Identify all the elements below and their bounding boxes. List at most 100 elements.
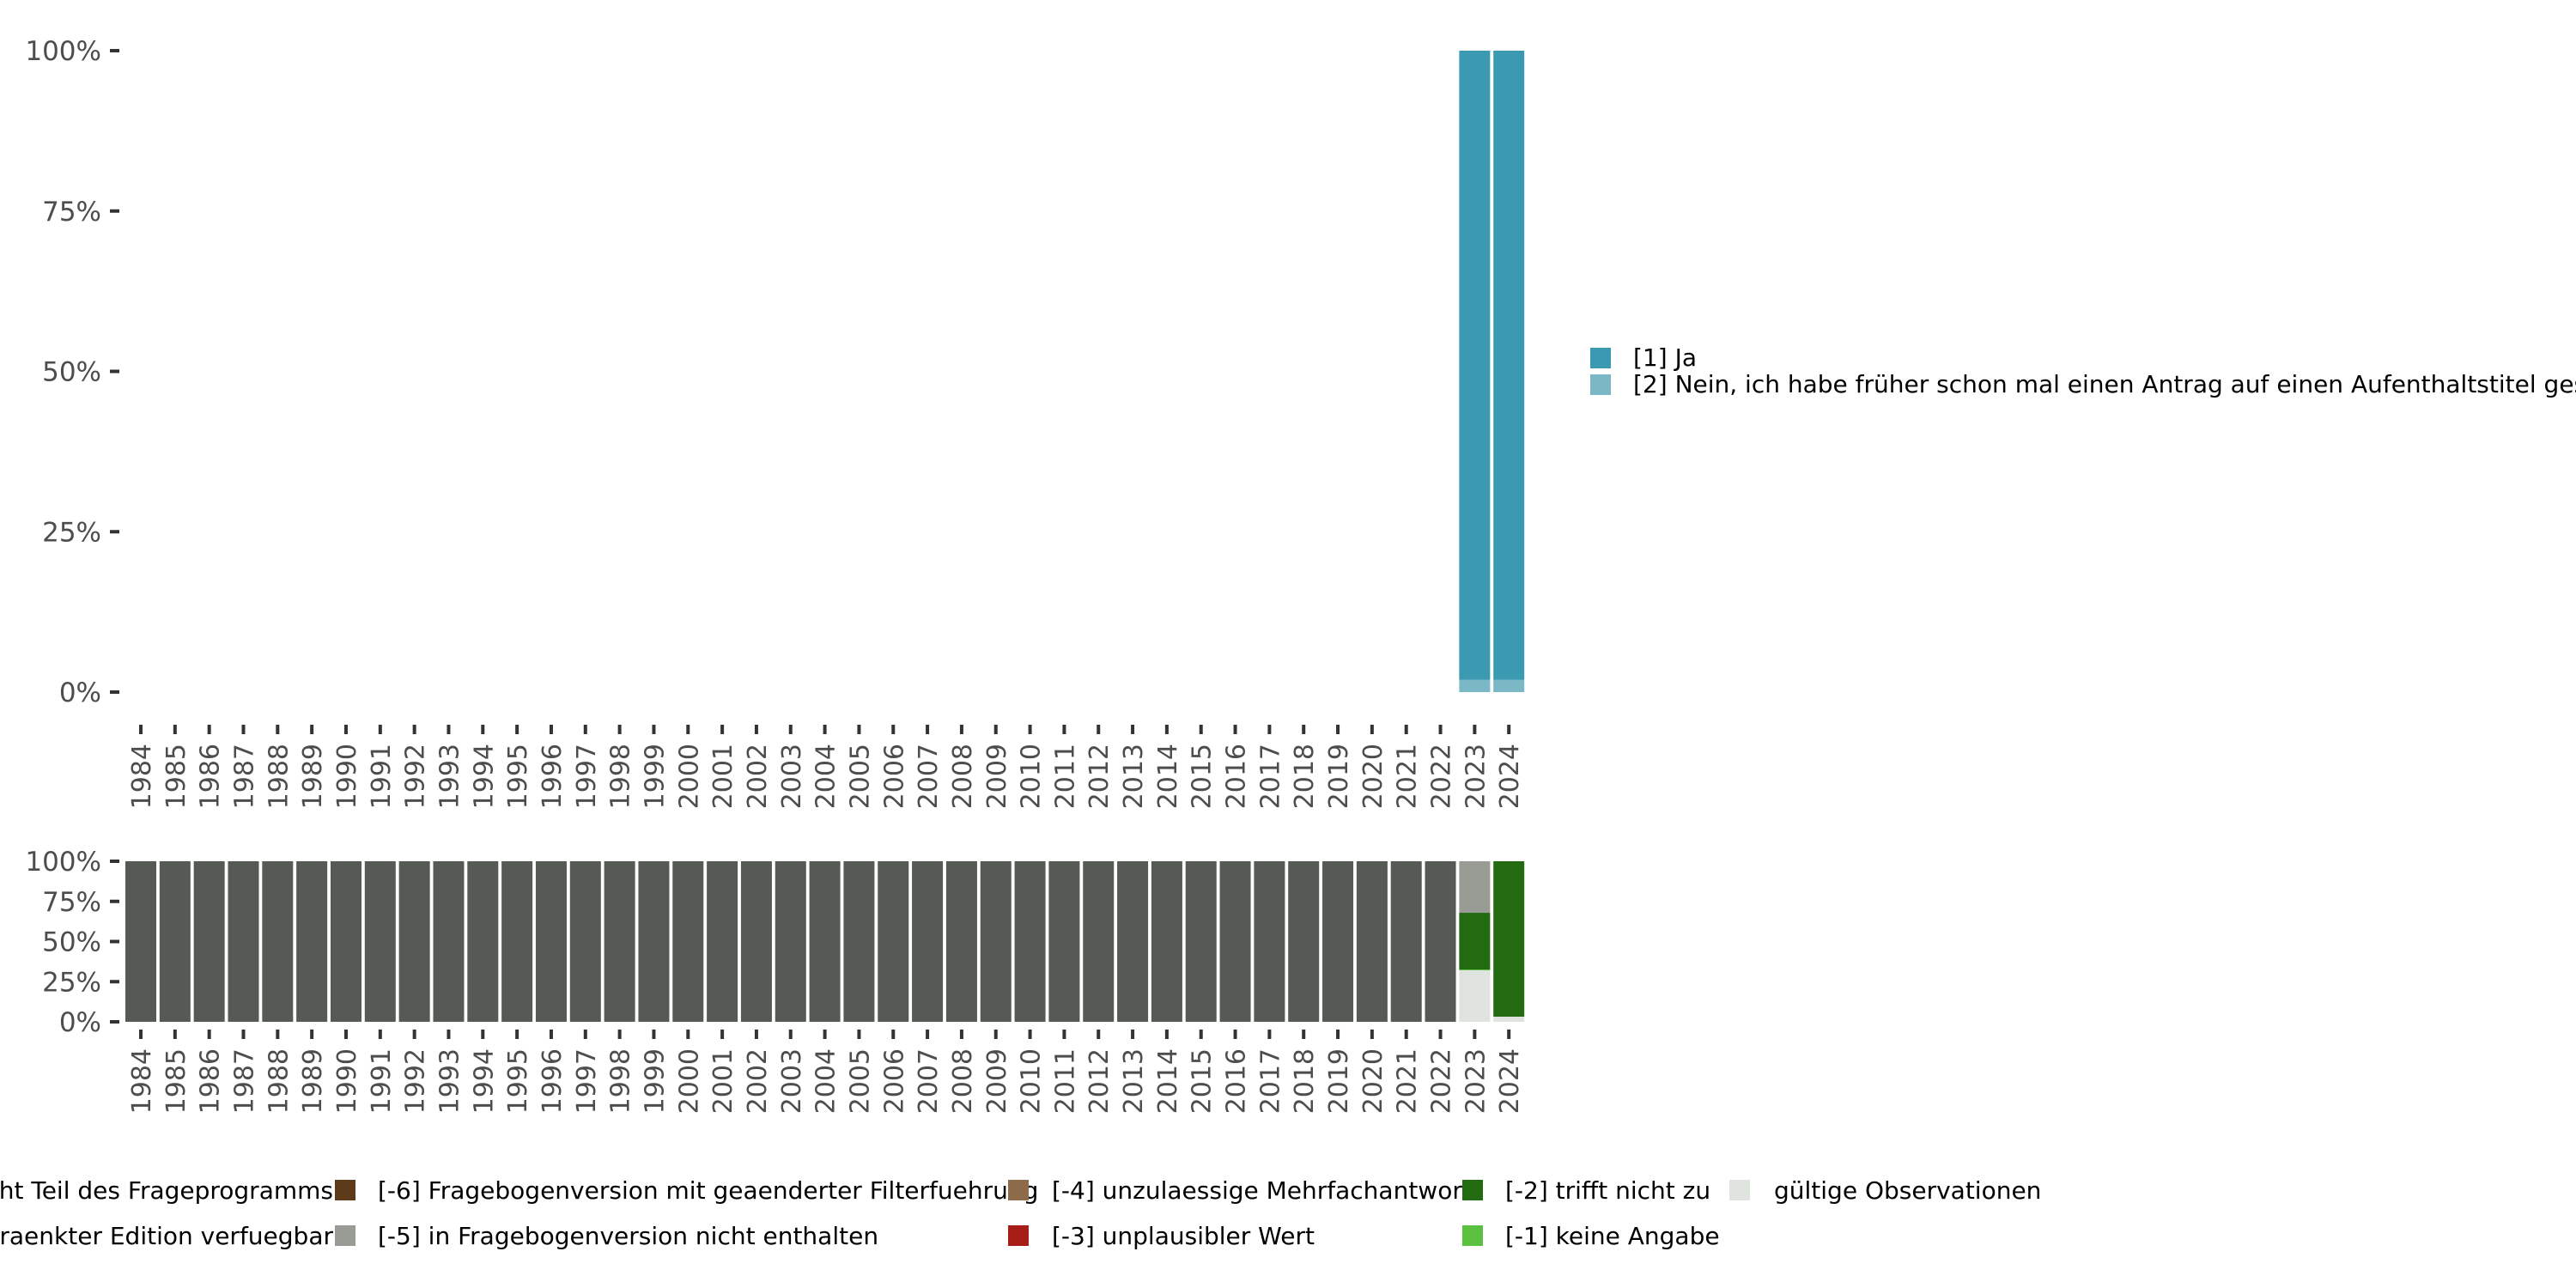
x-tick-label: 1993 — [434, 744, 465, 809]
bar-segment-2002 — [740, 861, 772, 1022]
x-tick-label: 2020 — [1358, 744, 1388, 809]
x-tick-label: 2023 — [1461, 744, 1491, 809]
x-tick-label: 1998 — [606, 1048, 636, 1114]
x-tick-label: 1990 — [332, 1048, 362, 1114]
x-tick-label: 1988 — [264, 1048, 294, 1114]
x-tick-label: 2012 — [1084, 744, 1115, 809]
bar-segment-2012 — [1083, 861, 1115, 1022]
x-tick-label: 2006 — [879, 1048, 909, 1114]
legend-key — [1008, 1225, 1029, 1246]
x-tick-label: 2023 — [1461, 1048, 1491, 1114]
bar-segment-2010 — [1014, 861, 1046, 1022]
x-tick-label: 2006 — [879, 744, 909, 809]
bar-segment-1992 — [398, 861, 430, 1022]
x-tick-label: 2001 — [708, 744, 738, 809]
bar-segment-1989 — [296, 861, 328, 1022]
x-tick-label: 2019 — [1324, 744, 1354, 809]
bar-segment-1991 — [364, 861, 396, 1022]
bar-segment-2023 — [1459, 679, 1491, 692]
x-tick-label: 2010 — [1017, 1048, 1047, 1114]
x-tick-label: 1995 — [503, 744, 533, 809]
x-tick-label: 1997 — [572, 744, 602, 809]
bar-segment-1995 — [501, 861, 533, 1022]
legend-key — [335, 1180, 355, 1200]
x-tick-label: 2000 — [674, 744, 704, 809]
y-tick-label: 0% — [59, 677, 101, 708]
x-tick-label: 1996 — [538, 1048, 568, 1114]
x-tick-label: 2009 — [982, 744, 1012, 809]
legend-key — [1590, 374, 1611, 395]
x-tick-label: 2014 — [1153, 744, 1183, 809]
bar-segment-1984 — [125, 861, 156, 1022]
bar-segment-2011 — [1048, 861, 1080, 1022]
x-tick-label: 2017 — [1255, 1048, 1285, 1114]
x-tick-label: 1987 — [229, 1048, 259, 1114]
legend-key — [1008, 1180, 1029, 1200]
bar-segment-2008 — [945, 861, 977, 1022]
bar-segment-1986 — [193, 861, 225, 1022]
bottom-panel: 0%25%50%75%100%1984 1985 1986 1987 1988 1989 1… — [25, 847, 1525, 1114]
bar-segment-2018 — [1288, 861, 1320, 1022]
legend-label: [-6] Fragebogenversion mit geaenderter F… — [378, 1176, 1038, 1205]
x-tick-label: 2005 — [845, 744, 875, 809]
bar-segment-1994 — [467, 861, 499, 1022]
legend-key — [1590, 348, 1611, 368]
y-tick-label: 100% — [25, 36, 101, 67]
x-tick-label: 2024 — [1495, 1048, 1525, 1114]
x-tick-label: 2011 — [1050, 1048, 1080, 1114]
x-tick-label: 1997 — [572, 1048, 602, 1114]
legend-label: [2] Nein, ich habe früher schon mal eine… — [1633, 370, 2576, 398]
x-tick-label: 2002 — [743, 1048, 773, 1114]
bar-segment-2023 — [1459, 913, 1491, 970]
x-tick-label: 2015 — [1188, 744, 1218, 809]
legend-label: [-4] unzulaessige Mehrfachantwort — [1052, 1176, 1472, 1205]
bar-segment-2022 — [1425, 861, 1456, 1022]
x-tick-label: 1989 — [298, 1048, 328, 1114]
bar-segment-2024 — [1493, 51, 1525, 680]
x-tick-label: 2011 — [1050, 744, 1080, 809]
x-tick-label: 2013 — [1119, 1048, 1149, 1114]
x-tick-label: 2004 — [811, 1048, 841, 1114]
x-tick-label: 2002 — [743, 744, 773, 809]
legend-label: [-8] Frage nicht Teil des Frageprogramms — [0, 1176, 333, 1205]
bar-segment-2020 — [1356, 861, 1388, 1022]
x-tick-label: 1986 — [196, 1048, 226, 1114]
y-tick-label: 25% — [42, 967, 101, 998]
x-tick-label: 2022 — [1427, 744, 1457, 809]
legend-key — [1729, 1180, 1750, 1200]
bar-segment-1988 — [262, 861, 294, 1022]
x-tick-label: 1992 — [401, 1048, 431, 1114]
legend-key — [335, 1225, 355, 1246]
x-tick-label: 2021 — [1393, 744, 1423, 809]
x-tick-label: 1996 — [538, 744, 568, 809]
x-tick-label: 1991 — [367, 1048, 397, 1114]
bar-segment-2016 — [1219, 861, 1251, 1022]
bar-segment-1999 — [638, 861, 670, 1022]
x-tick-label: 1999 — [640, 1048, 670, 1114]
x-tick-label: 2005 — [845, 1048, 875, 1114]
bar-segment-1987 — [228, 861, 259, 1022]
bar-segment-2001 — [707, 861, 738, 1022]
x-tick-label: 2016 — [1222, 1048, 1252, 1114]
x-tick-label: 1999 — [640, 744, 670, 809]
y-tick-label: 50% — [42, 927, 101, 958]
x-tick-label: 2016 — [1222, 744, 1252, 809]
bar-segment-1985 — [159, 861, 191, 1022]
legend-label: [-5] in Fragebogenversion nicht enthalte… — [378, 1222, 878, 1250]
legend-label: [-3] unplausibler Wert — [1052, 1222, 1315, 1250]
bar-segment-2007 — [912, 861, 944, 1022]
x-tick-label: 2014 — [1153, 1048, 1183, 1114]
x-tick-label: 1994 — [469, 1048, 499, 1114]
x-tick-label: 2021 — [1393, 1048, 1423, 1114]
x-tick-label: 1989 — [298, 744, 328, 809]
x-tick-label: 2020 — [1358, 1048, 1388, 1114]
x-tick-label: 1993 — [434, 1048, 465, 1114]
x-tick-label: 2024 — [1495, 744, 1525, 809]
legend-label: [1] Ja — [1633, 343, 1697, 372]
bar-segment-2019 — [1322, 861, 1354, 1022]
x-tick-label: 1992 — [401, 744, 431, 809]
x-tick-label: 2007 — [914, 1048, 944, 1114]
y-tick-label: 100% — [25, 847, 101, 878]
bar-segment-1990 — [330, 861, 361, 1022]
